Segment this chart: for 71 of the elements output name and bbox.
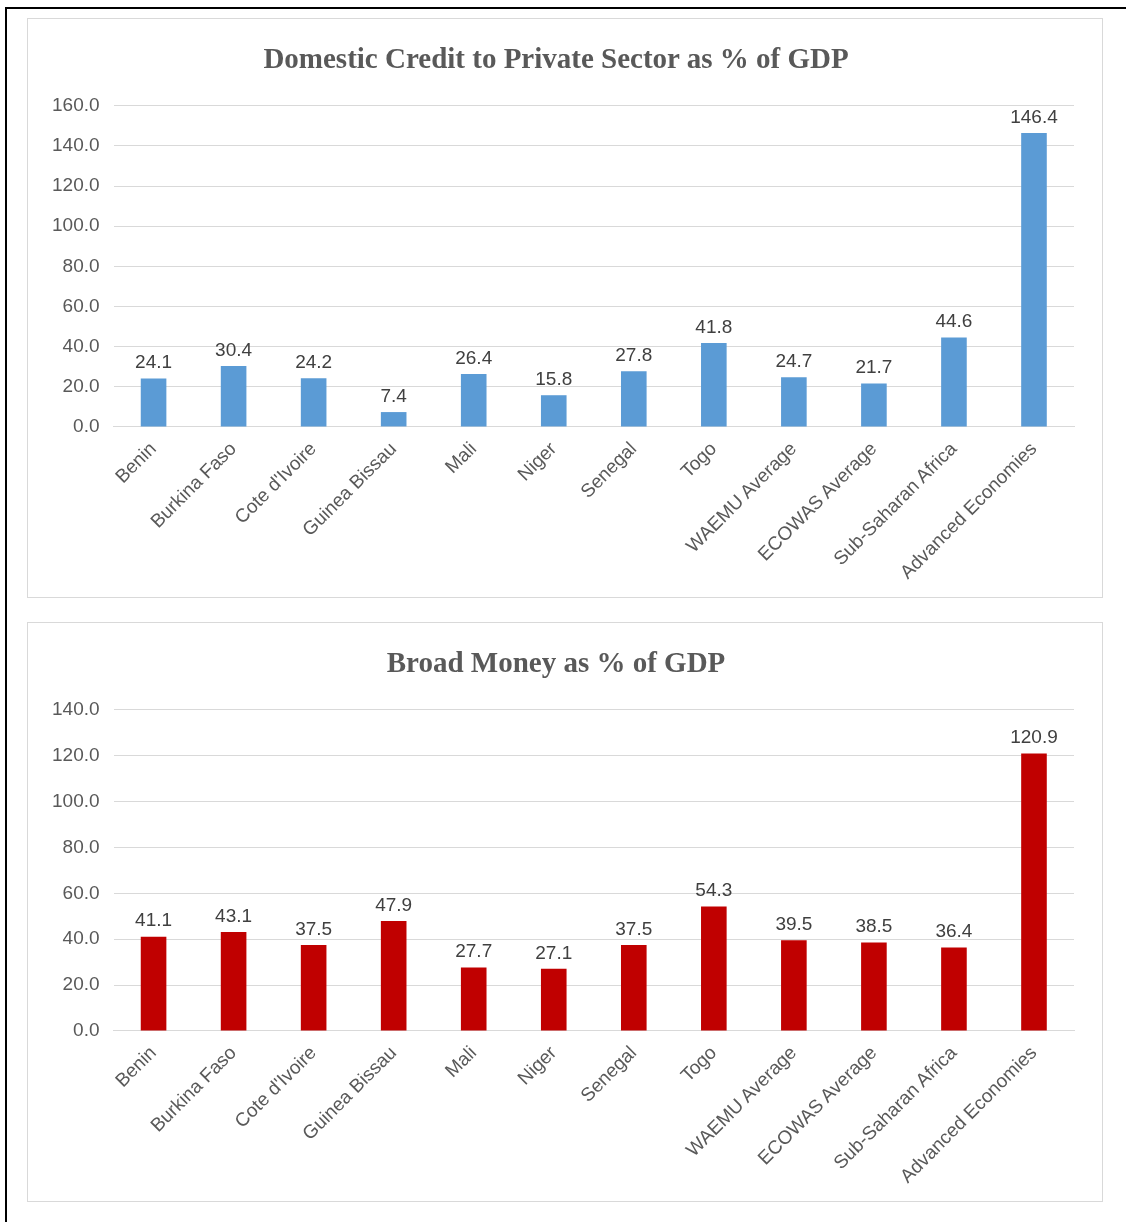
y-tick-label: 100.0	[52, 214, 100, 236]
bar	[220, 932, 247, 1031]
data-label: 36.4	[935, 920, 973, 942]
bar	[781, 377, 807, 427]
data-label: 41.1	[135, 909, 173, 931]
data-label: 27.1	[535, 941, 573, 963]
data-label: 7.4	[380, 384, 408, 406]
chart-title: Broad Money as % of GDP	[386, 645, 726, 678]
data-label: 41.8	[695, 315, 733, 337]
y-tick-label: 80.0	[62, 835, 100, 857]
y-tick-label: 80.0	[62, 254, 100, 276]
data-label: 30.4	[215, 338, 253, 360]
bar	[220, 365, 247, 427]
y-tick-label: 20.0	[62, 375, 100, 397]
y-tick-label: 140.0	[52, 134, 100, 156]
bar	[861, 942, 887, 1031]
y-tick-label: 120.0	[52, 174, 100, 196]
y-tick-label: 140.0	[52, 698, 100, 720]
data-label: 44.6	[935, 310, 973, 332]
data-label: 26.4	[455, 346, 493, 368]
bar	[460, 967, 487, 1031]
data-label: 24.2	[295, 351, 333, 373]
bar	[140, 936, 167, 1031]
bar	[540, 968, 567, 1031]
y-tick-label: 40.0	[62, 927, 100, 949]
bar	[941, 337, 967, 427]
data-label: 24.1	[135, 351, 173, 373]
y-tick-label: 20.0	[62, 973, 100, 995]
bar	[701, 343, 727, 427]
bar	[380, 412, 407, 427]
bar	[460, 373, 487, 427]
x-tick-label: Mali	[440, 1041, 481, 1082]
bar	[620, 944, 647, 1031]
x-tick-label: Togo	[676, 437, 721, 482]
data-label: 38.5	[855, 915, 893, 937]
bar	[300, 944, 327, 1031]
data-label: 37.5	[295, 917, 333, 939]
data-label: 39.5	[775, 913, 813, 935]
data-label: 120.9	[1010, 726, 1058, 748]
bar	[941, 947, 967, 1031]
bar	[300, 378, 327, 427]
y-tick-label: 40.0	[62, 334, 100, 356]
y-tick-label: 0.0	[73, 1019, 100, 1041]
data-label: 27.8	[615, 343, 653, 365]
bar	[1021, 133, 1047, 427]
data-label: 47.9	[375, 893, 413, 915]
bar	[380, 921, 407, 1031]
y-tick-label: 60.0	[62, 881, 100, 903]
y-tick-label: 60.0	[62, 294, 100, 316]
bar	[781, 940, 807, 1031]
data-label: 54.3	[695, 879, 733, 901]
x-tick-label: Togo	[676, 1041, 721, 1086]
data-label: 43.1	[215, 904, 253, 926]
x-tick-label: Mali	[440, 437, 481, 478]
data-label: 15.8	[535, 367, 573, 389]
bar	[620, 371, 647, 427]
data-label: 24.7	[775, 350, 813, 372]
data-label: 146.4	[1010, 105, 1059, 127]
data-label: 21.7	[855, 356, 893, 378]
bar	[861, 383, 887, 427]
y-tick-label: 160.0	[52, 94, 100, 116]
bar	[1021, 753, 1047, 1031]
y-tick-label: 120.0	[52, 743, 100, 765]
y-tick-label: 100.0	[52, 789, 100, 811]
bar	[701, 906, 727, 1031]
bar	[540, 395, 567, 427]
data-label: 27.7	[455, 940, 493, 962]
data-label: 37.5	[615, 917, 653, 939]
bar	[140, 378, 167, 427]
y-tick-label: 0.0	[73, 415, 100, 437]
chart-title: Domestic Credit to Private Sector as % of GDP	[263, 41, 849, 74]
